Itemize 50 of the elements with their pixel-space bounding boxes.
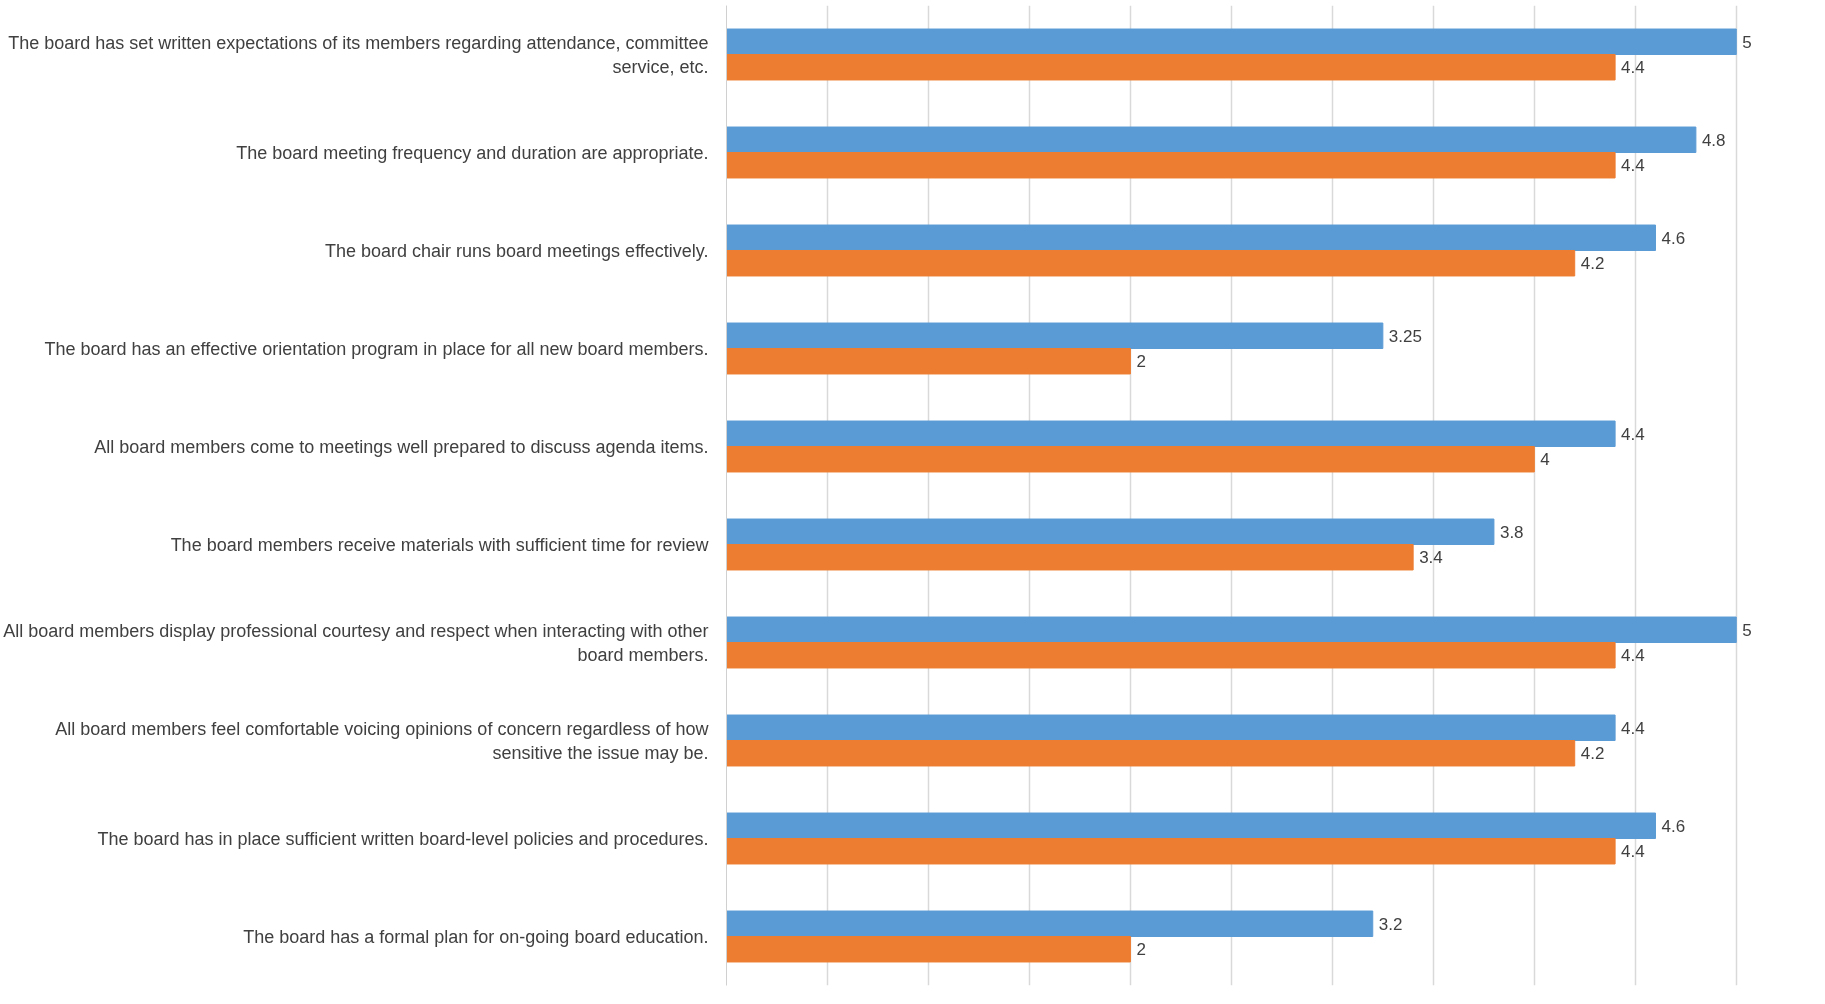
bar [726, 54, 1616, 81]
data-label: 3.2 [1378, 914, 1403, 934]
data-label: 5 [1742, 32, 1752, 52]
bar [726, 812, 1656, 839]
bar [726, 838, 1616, 865]
bar [726, 322, 1384, 349]
bar [726, 152, 1616, 179]
data-label: 4.2 [1580, 254, 1605, 274]
data-label: 4.2 [1580, 744, 1605, 764]
y-tick-label: The board has in place sufficient written board-level policies and procedures. [97, 828, 709, 849]
bar [726, 910, 1374, 937]
bar [726, 446, 1535, 473]
data-label: 4.4 [1621, 156, 1645, 176]
bar [726, 616, 1737, 643]
y-tick-label: All board members feel comfortable voicing opinions of concern regardless of how sensitive the issue may be. [55, 718, 710, 763]
data-label: 2 [1136, 352, 1146, 372]
data-label: 3.8 [1499, 522, 1524, 542]
y-tick-label: All board members come to meetings well prepared to discuss agenda items. [94, 436, 709, 457]
bar [726, 714, 1616, 741]
data-label: 4 [1540, 450, 1550, 470]
data-label: 4.6 [1661, 228, 1686, 248]
data-label: 4.4 [1621, 58, 1645, 78]
y-tick-label: The board has a formal plan for on-going board education. [243, 926, 709, 947]
bar [726, 28, 1737, 55]
y-tick-label: The board has an effective orientation program in place for all new board members. [44, 338, 709, 359]
bar [726, 420, 1616, 447]
bar [726, 544, 1414, 571]
data-label: 4.4 [1621, 718, 1645, 738]
bar [726, 740, 1576, 767]
bar [726, 642, 1616, 669]
data-label: 3.4 [1419, 548, 1443, 568]
data-label: 4.4 [1621, 646, 1645, 666]
data-label: 2 [1136, 940, 1146, 960]
bar [726, 518, 1495, 545]
y-tick-label: The board has set written expectations of its members regarding attendance, committee service, etc. [8, 32, 709, 77]
data-label: 4.6 [1661, 816, 1686, 836]
data-label: 4.4 [1621, 842, 1645, 862]
bar [726, 126, 1697, 153]
bar [726, 348, 1131, 375]
bar [726, 936, 1131, 963]
y-tick-label: The board chair runs board meetings effectively. [324, 240, 709, 261]
data-label: 4.4 [1621, 424, 1645, 444]
bar [726, 224, 1656, 251]
y-tick-label: The board meeting frequency and duration are appropriate. [236, 142, 709, 163]
y-tick-label: All board members display professional courtesy and respect when interacting with other board members. [3, 620, 709, 665]
data-label: 4.8 [1701, 130, 1726, 150]
data-label: 3.25 [1388, 326, 1422, 346]
bar [726, 250, 1576, 277]
data-label: 5 [1742, 620, 1752, 640]
y-tick-label: The board members receive materials with sufficient time for review [170, 534, 710, 555]
